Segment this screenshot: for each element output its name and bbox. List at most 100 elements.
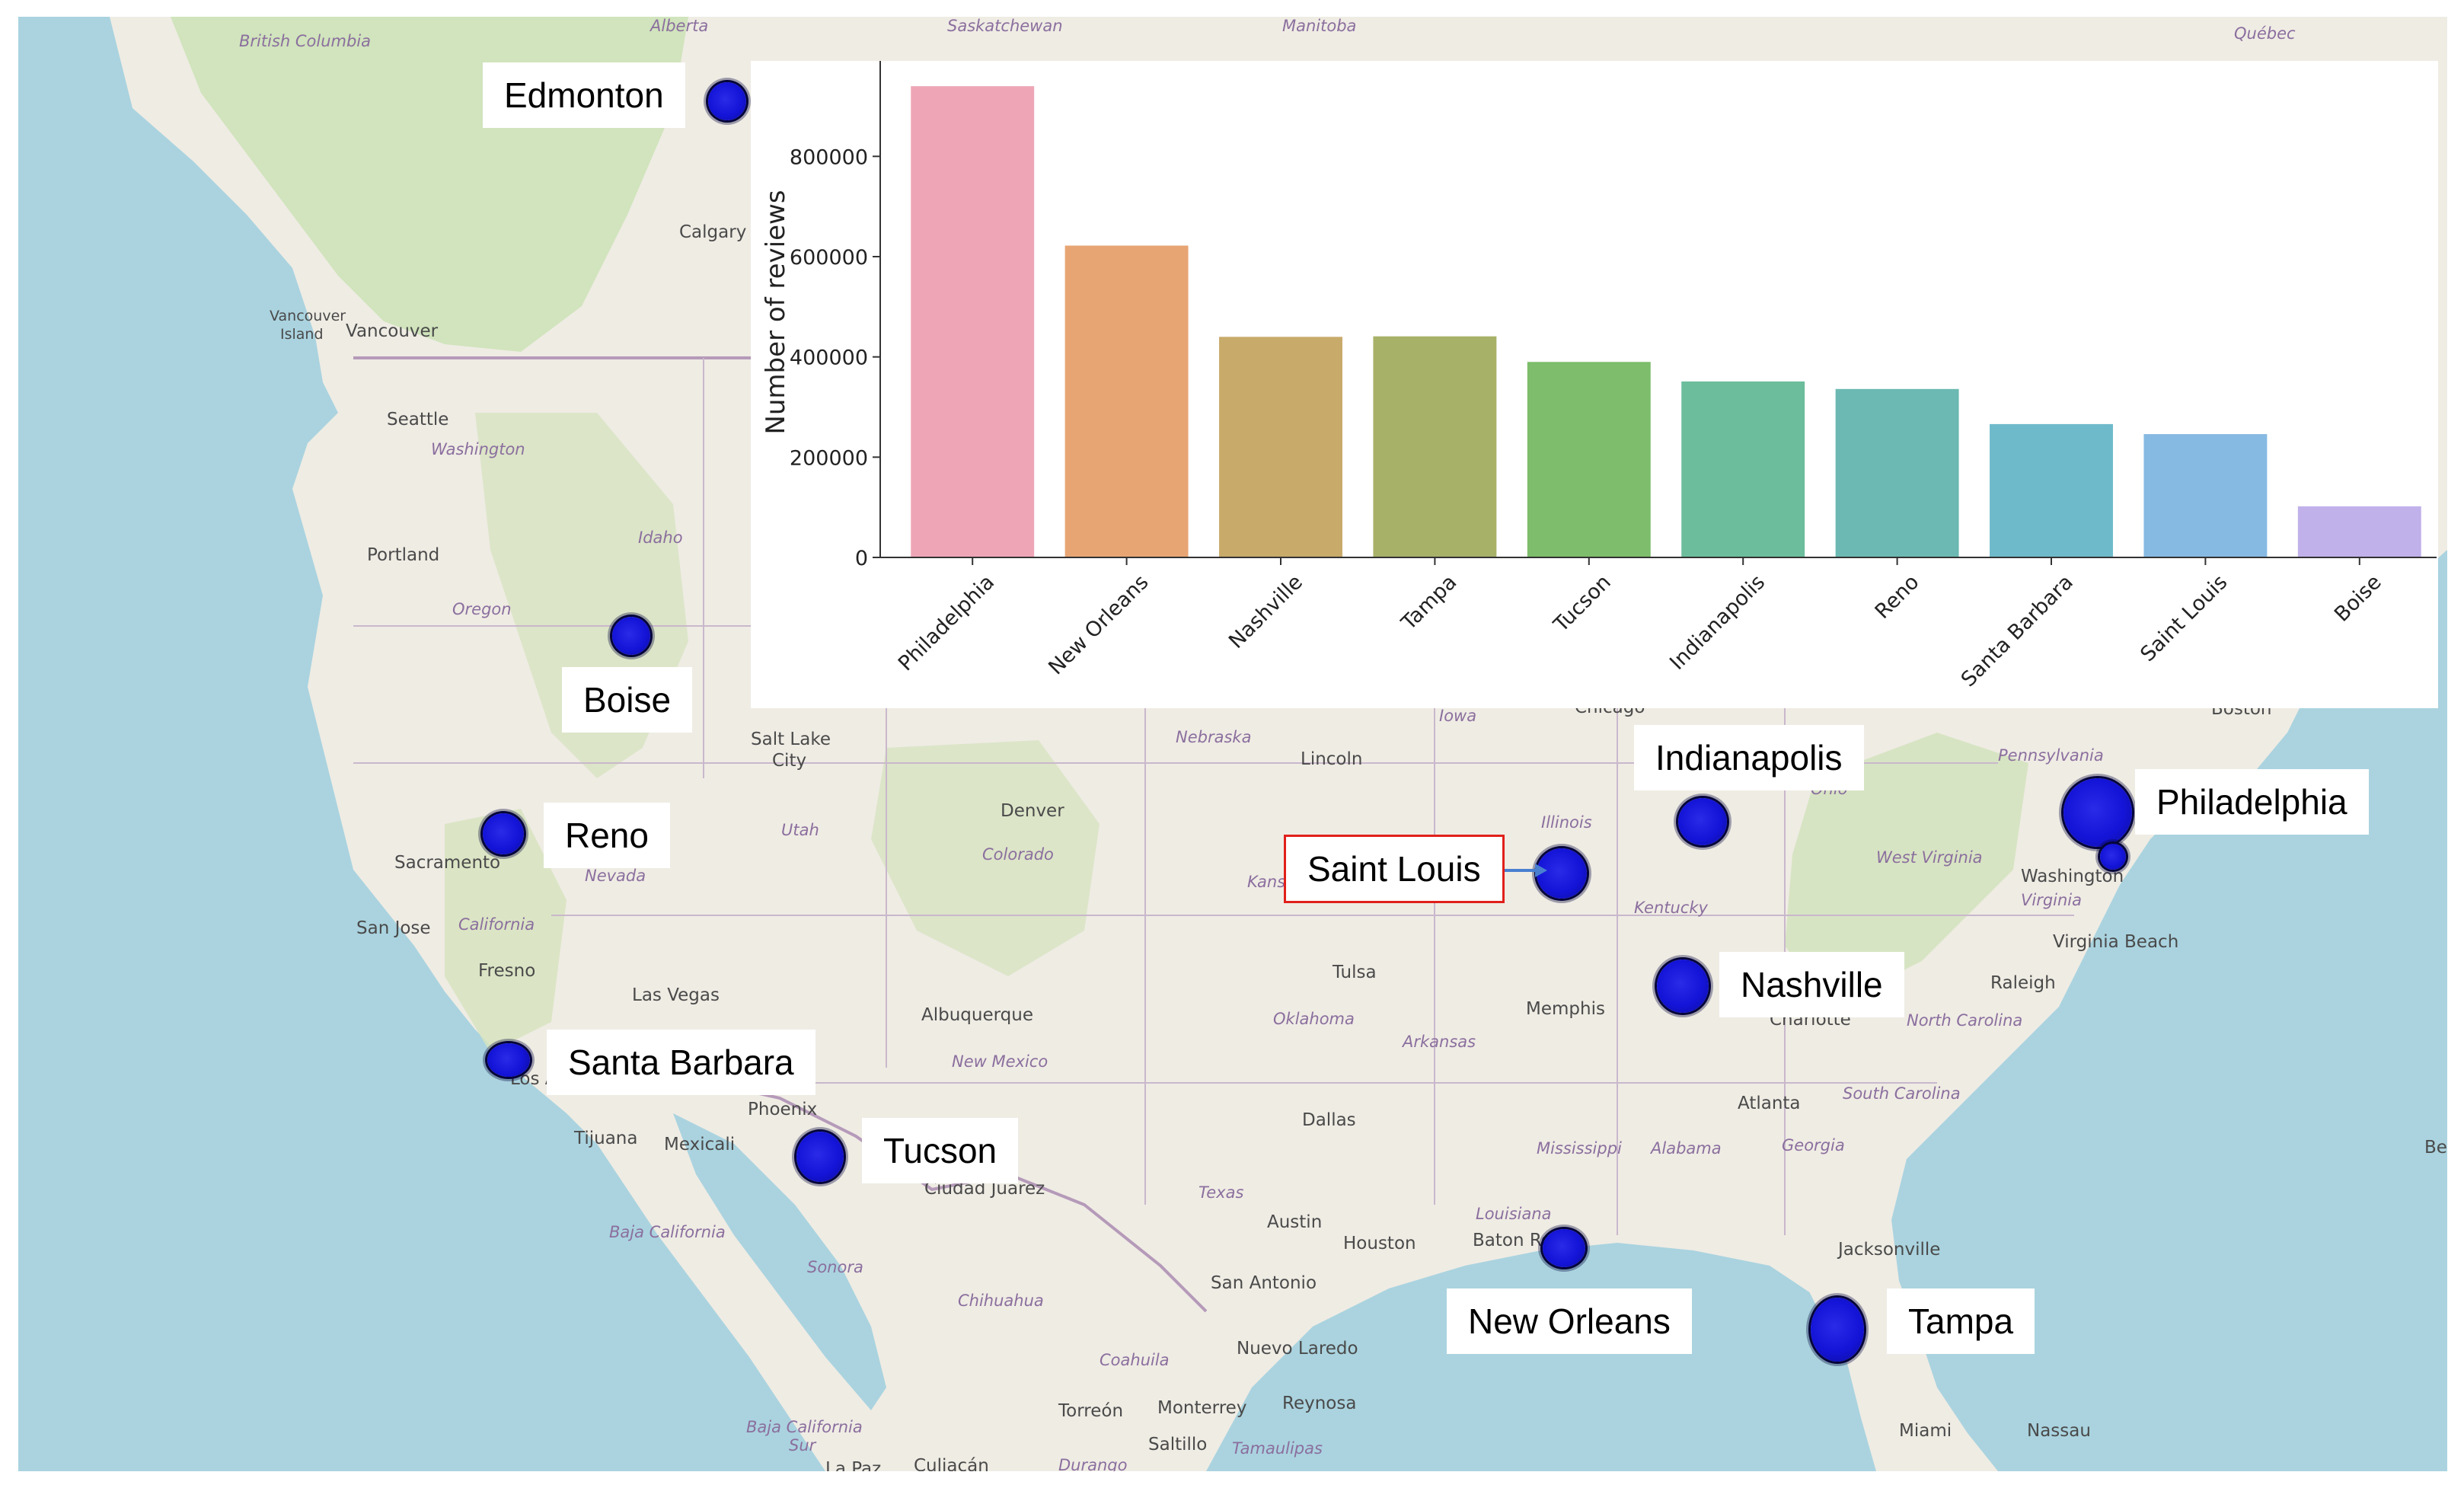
basemap-label: Houston xyxy=(1343,1234,1416,1253)
basemap-label: Salt Lake xyxy=(751,730,831,749)
bar-new-orleans xyxy=(1064,245,1189,557)
city-label-philadelphia: Philadelphia xyxy=(2135,769,2369,835)
basemap-label: Island xyxy=(280,326,324,343)
basemap-label: Kansa xyxy=(1247,873,1296,891)
y-tick-label: 0 xyxy=(855,547,868,570)
gulf-of-mexico xyxy=(1206,1243,1876,1471)
x-tick-label: Nashville xyxy=(1224,570,1307,653)
tucson-marker[interactable] xyxy=(796,1132,844,1182)
y-tick-label: 800000 xyxy=(790,145,868,169)
x-tick-label: New Orleans xyxy=(1044,570,1153,679)
basemap-label: Virginia xyxy=(2021,891,2083,909)
basemap-label: Kentucky xyxy=(1634,899,1708,917)
basemap-label: Chihuahua xyxy=(958,1292,1044,1310)
city-label-santa-barbara: Santa Barbara xyxy=(547,1030,815,1095)
basemap-label: Culiacán xyxy=(914,1456,989,1472)
basemap-label: Tijuana xyxy=(574,1129,638,1148)
city-label-edmonton: Edmonton xyxy=(483,62,685,128)
basemap-label: Texas xyxy=(1198,1183,1244,1202)
nashville-marker[interactable] xyxy=(1657,960,1709,1013)
x-tick-label: Santa Barbara xyxy=(1957,570,2078,691)
sierra-nevada xyxy=(445,809,567,1052)
basemap-label: Calgary xyxy=(679,222,747,242)
basemap-label: Raleigh xyxy=(1990,973,2056,993)
bar-tampa xyxy=(1373,336,1497,557)
basemap-label: Nebraska xyxy=(1176,728,1252,746)
basemap-label: Phoenix xyxy=(748,1100,818,1119)
basemap-label: Torreón xyxy=(1058,1401,1124,1421)
basemap-label: Québec xyxy=(2234,24,2296,43)
bar-indianapolis xyxy=(1681,381,1805,557)
basemap-label: Vancouver xyxy=(270,308,346,324)
reviews-bar-chart: Philadelphia New Orleans Nashville Tampa Tuc… xyxy=(751,61,2438,708)
reno-marker[interactable] xyxy=(483,813,524,854)
bar-nashville xyxy=(1219,337,1342,557)
indianapolis-marker[interactable] xyxy=(1678,798,1727,845)
basemap-label: Jacksonville xyxy=(1838,1240,1941,1260)
x-tick-label: Indianapolis xyxy=(1665,570,1770,675)
basemap-label: Lincoln xyxy=(1301,749,1363,769)
basemap-label: Nevada xyxy=(585,867,646,885)
philadelphia-marker[interactable] xyxy=(2063,778,2132,847)
basemap-label: Seattle xyxy=(387,410,449,429)
city-label-saint-louis: Saint Louis xyxy=(1284,835,1505,903)
city-label-tampa: Tampa xyxy=(1887,1288,2035,1354)
y-axis-title: Number of reviews xyxy=(761,190,791,434)
boise-marker[interactable] xyxy=(612,617,650,655)
basemap-label: Albuquerque xyxy=(921,1005,1034,1025)
basemap-label: Durango xyxy=(1058,1456,1128,1472)
city-label-nashville: Nashville xyxy=(1719,952,1904,1017)
basemap-label: Virginia Beach xyxy=(2053,932,2179,952)
basemap-label: City xyxy=(772,751,807,771)
basemap-label: Colorado xyxy=(982,845,1054,864)
y-tick-label: 200000 xyxy=(790,446,868,470)
basemap-label: Memphis xyxy=(1526,999,1605,1019)
basemap-label: Las Vegas xyxy=(632,985,720,1005)
saint-louis-pointer xyxy=(1499,864,1547,877)
basemap-label: Tamaulipas xyxy=(1232,1439,1323,1458)
basemap-label: California xyxy=(458,915,535,934)
x-tick-label: Saint Louis xyxy=(2136,570,2232,666)
x-tick-label: Boise xyxy=(2330,570,2386,627)
basemap-label: Coahuila xyxy=(1100,1351,1170,1369)
city-label-boise: Boise xyxy=(562,667,693,733)
basemap-label: Pennsylvania xyxy=(1998,746,2104,765)
bar-saint-louis xyxy=(2143,434,2268,557)
basemap-label: North Carolina xyxy=(1907,1011,2023,1030)
basemap-label: Baja California xyxy=(746,1418,863,1436)
chart-canvas: Philadelphia New Orleans Nashville Tampa Tuc… xyxy=(761,61,2437,691)
x-tick-label: Philadelphia xyxy=(894,570,999,675)
new-orleans-marker[interactable] xyxy=(1543,1229,1585,1267)
basemap-label: Ciudad Juárez xyxy=(924,1179,1045,1199)
bar-tucson xyxy=(1527,362,1651,557)
basemap-label: Baja California xyxy=(609,1223,726,1241)
tampa-marker[interactable] xyxy=(1811,1298,1864,1362)
x-axis: Philadelphia New Orleans Nashville Tampa Tuc… xyxy=(880,557,2437,691)
basemap-label: Saskatchewan xyxy=(947,17,1063,35)
basemap-label: San Antonio xyxy=(1211,1273,1317,1293)
basemap-label: Mississippi xyxy=(1537,1139,1622,1158)
basemap-label: Vancouver xyxy=(346,321,439,341)
basemap-label: Alabama xyxy=(1651,1139,1722,1158)
santa-barbara-marker[interactable] xyxy=(487,1043,530,1077)
x-tick-label: Tampa xyxy=(1396,570,1461,635)
city-label-indianapolis: Indianapolis xyxy=(1634,725,1864,790)
edmonton-marker[interactable] xyxy=(708,82,746,120)
basemap-label: Mexicali xyxy=(664,1135,736,1154)
basemap-label: Louisiana xyxy=(1476,1205,1552,1223)
basemap-label: Oregon xyxy=(452,600,512,618)
y-tick-label: 600000 xyxy=(790,246,868,270)
basemap-label: Portland xyxy=(367,545,440,565)
basemap-label: Sonora xyxy=(807,1258,863,1276)
city-label-new-orleans: New Orleans xyxy=(1447,1288,1692,1354)
gulf-of-california xyxy=(673,1113,886,1410)
basemap-label: Utah xyxy=(781,821,819,839)
y-axis: 0 200000 400000 600000 800000 xyxy=(790,61,881,570)
colorado-rockies xyxy=(871,740,1100,976)
basemap-label: San Jose xyxy=(356,918,431,938)
philadelphia-secondary-marker[interactable] xyxy=(2100,844,2126,870)
x-tick-label: Tucson xyxy=(1549,570,1616,637)
basemap-label: Be xyxy=(2424,1138,2447,1158)
saint-louis-marker[interactable] xyxy=(1537,848,1587,899)
basemap-label: New Mexico xyxy=(952,1052,1048,1071)
